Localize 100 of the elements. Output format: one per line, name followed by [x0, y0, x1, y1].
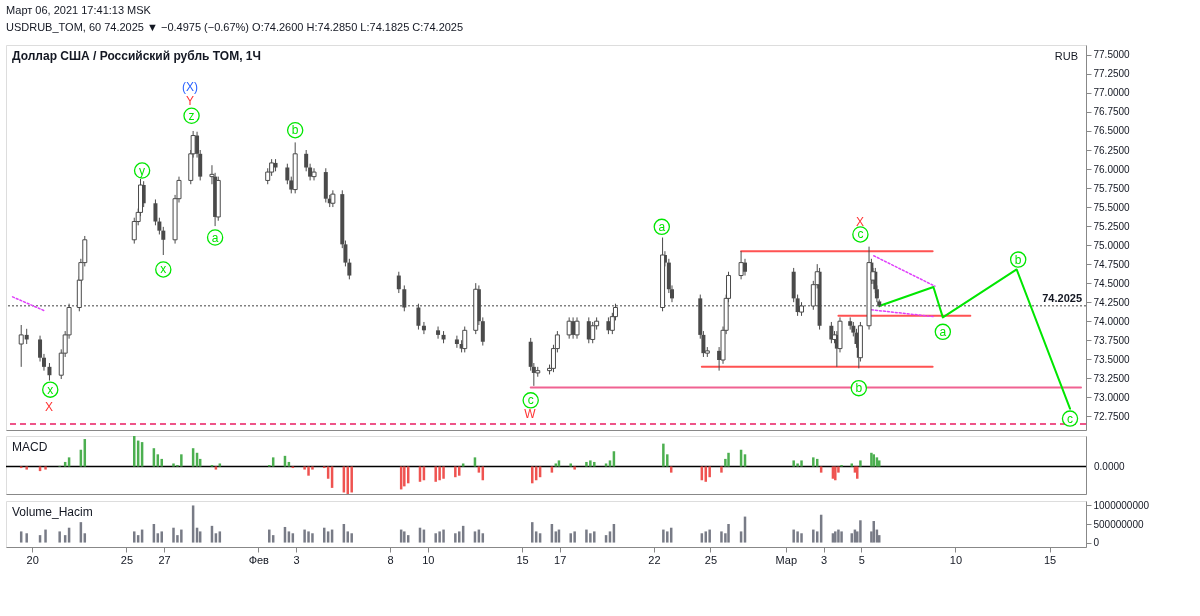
- bar: [172, 527, 175, 543]
- bar: [442, 466, 445, 479]
- y-tick-label: 77.2500: [1093, 68, 1131, 80]
- ref-line-label: 74.2025: [1042, 291, 1082, 304]
- y-tick-label: 74.7500: [1093, 258, 1131, 270]
- bar: [63, 461, 67, 467]
- annotation: Y: [185, 94, 195, 108]
- bar: [454, 466, 457, 478]
- bar: [608, 460, 612, 467]
- x-tick-label: 22: [648, 553, 661, 566]
- bar: [792, 460, 795, 467]
- candlestick: [454, 335, 459, 349]
- data-label: a: [939, 324, 947, 339]
- bar: [812, 529, 815, 543]
- bar: [458, 466, 461, 476]
- bar: [585, 529, 588, 543]
- bar: [589, 460, 592, 467]
- bar: [531, 522, 534, 543]
- bar: [268, 529, 271, 543]
- bar: [837, 529, 840, 543]
- bar: [573, 466, 576, 470]
- candlestick: [402, 284, 407, 312]
- bar: [403, 531, 406, 543]
- x-tick-label: 27: [158, 553, 171, 566]
- y-tick-label: 73.0000: [1093, 391, 1131, 403]
- x-tick-label: 17: [554, 553, 567, 566]
- x-tick-label: 15: [516, 553, 529, 566]
- y-tick-label: 500000000: [1093, 518, 1144, 530]
- x-tick-label: 3: [820, 553, 828, 566]
- bar: [859, 460, 862, 467]
- bar: [303, 529, 306, 543]
- bar: [44, 529, 47, 543]
- y-tick-label: 76.5000: [1093, 125, 1131, 137]
- bar: [434, 466, 437, 482]
- bar: [307, 531, 310, 543]
- y-tick-label: 75.2500: [1093, 220, 1131, 232]
- bar: [350, 466, 353, 493]
- bar: [840, 531, 843, 543]
- bar: [554, 463, 558, 467]
- bar: [438, 466, 441, 481]
- bar: [727, 452, 730, 467]
- bar: [557, 460, 561, 467]
- bar: [720, 466, 723, 473]
- data-label: a: [211, 230, 219, 245]
- data-label: y: [139, 163, 146, 178]
- bar: [796, 531, 799, 543]
- annotation: X: [44, 400, 54, 414]
- bar: [461, 463, 465, 467]
- y-tick-label: 73.2500: [1093, 372, 1131, 384]
- bar: [311, 533, 314, 543]
- x-tick-label: 8: [387, 553, 394, 566]
- data-label: c: [527, 393, 534, 408]
- chart-title: MACD: [12, 440, 48, 454]
- data-label: b: [1014, 252, 1022, 267]
- bar: [859, 520, 862, 543]
- candlestick: [436, 326, 441, 340]
- bar: [593, 461, 596, 467]
- candlestick: [396, 271, 401, 294]
- x-tick-label: 15: [1043, 553, 1057, 566]
- bar: [585, 461, 588, 467]
- bar: [307, 466, 310, 476]
- candlestick: [738, 250, 744, 280]
- data-label: b: [291, 123, 299, 138]
- x-tick-label: 5: [858, 553, 865, 566]
- bar: [172, 463, 175, 467]
- data-label: c: [1067, 411, 1074, 426]
- bar: [856, 466, 859, 479]
- y-tick-label: 77.5000: [1093, 49, 1131, 61]
- y-tick-label: 76.7500: [1093, 106, 1131, 118]
- bar: [800, 460, 803, 467]
- candlestick: [574, 316, 580, 340]
- bar: [708, 529, 711, 543]
- bar: [25, 533, 28, 543]
- data-label: x: [160, 262, 167, 277]
- bar: [720, 531, 723, 543]
- bar: [44, 466, 47, 470]
- y-tick-label: 74.2500: [1093, 296, 1131, 308]
- bar: [589, 533, 592, 543]
- bar: [133, 531, 136, 543]
- bar: [438, 531, 441, 543]
- bar: [569, 463, 572, 467]
- bar: [442, 529, 445, 543]
- bar: [662, 443, 665, 467]
- y-tick-label: 73.5000: [1093, 353, 1131, 365]
- bar: [180, 529, 183, 543]
- x-tick-label: 20: [26, 553, 39, 566]
- bar: [800, 533, 803, 543]
- y-tick-label: 77.0000: [1093, 87, 1131, 99]
- y-tick-label: 76.0000: [1093, 163, 1131, 175]
- bar: [133, 436, 136, 467]
- data-label: x: [47, 382, 54, 397]
- data-label: z: [188, 108, 195, 123]
- annotation: (X): [182, 80, 198, 94]
- y-tick-label: 75.5000: [1093, 201, 1131, 213]
- bar: [350, 533, 353, 543]
- y-tick-label: 74.5000: [1093, 277, 1131, 289]
- bar: [812, 457, 815, 467]
- bar: [454, 533, 457, 543]
- x-tick-label: Мар: [775, 553, 798, 566]
- candlestick: [566, 316, 572, 340]
